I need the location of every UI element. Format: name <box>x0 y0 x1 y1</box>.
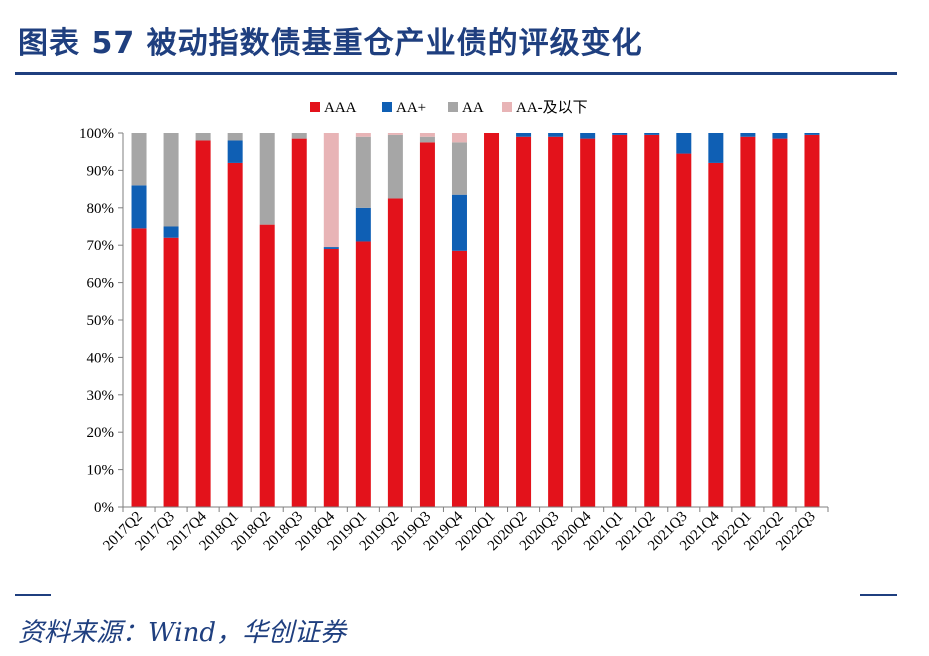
y-tick-label: 70% <box>87 238 115 254</box>
bar-segment-aaa-2020q1 <box>484 133 500 507</box>
bar-segment-aaa-2018q1 <box>227 162 243 508</box>
bar-segment-aaa-2018q2 <box>259 224 275 507</box>
bar-segment-aa-2022q3 <box>804 133 820 135</box>
bar-segment-aa-2017q3 <box>163 133 179 227</box>
legend-swatch <box>448 102 458 112</box>
bar-segment-aaa-2019q1 <box>355 241 371 507</box>
bar-segment-aaa-2018q3 <box>291 138 307 508</box>
bar-segment-aa-2019q2 <box>387 133 403 135</box>
bar-segment-aa-2019q4 <box>451 142 467 195</box>
bar-segment-aa-2022q1 <box>740 133 756 137</box>
bar-segment-aa-2018q1 <box>227 140 243 163</box>
bar-segment-aa-2019q3 <box>419 133 435 137</box>
legend-label: AA <box>462 100 484 116</box>
bar-segment-aa-2019q4 <box>451 133 467 143</box>
bar-segment-aaa-2022q1 <box>740 136 756 508</box>
figure-title: 图表 57 被动指数债基重仓产业债的评级变化 <box>18 26 643 61</box>
bar-segment-aa-2017q3 <box>163 226 179 238</box>
y-tick-label: 40% <box>87 350 115 366</box>
legend-swatch <box>382 102 392 112</box>
bar-segment-aaa-2021q3 <box>676 153 692 507</box>
bar-segment-aaa-2022q3 <box>804 134 820 507</box>
y-tick-label: 30% <box>87 388 115 404</box>
bar-segment-aaa-2022q2 <box>772 138 788 508</box>
legend-swatch <box>502 102 512 112</box>
legend-label: AA+ <box>396 100 426 116</box>
bar-segment-aa-2021q1 <box>612 133 628 135</box>
y-tick-label: 90% <box>87 163 115 179</box>
bar-segment-aa-2019q2 <box>387 134 403 199</box>
y-tick-label: 80% <box>87 201 115 217</box>
bar-segment-aaa-2019q2 <box>387 198 403 507</box>
bar-segment-aaa-2020q4 <box>580 138 596 508</box>
y-tick-label: 0% <box>94 500 114 516</box>
legend-label: AAA <box>324 100 357 116</box>
bar-segment-aaa-2019q3 <box>419 142 435 507</box>
bar-segment-aaa-2017q4 <box>195 140 211 508</box>
top-rule <box>15 72 897 75</box>
bar-segment-aa-2021q2 <box>644 133 660 135</box>
bar-segment-aaa-2018q4 <box>323 248 339 507</box>
bar-segment-aa-2021q3 <box>676 133 692 154</box>
bar-segment-aa-2018q3 <box>291 133 307 139</box>
bar-segment-aa-2020q4 <box>580 133 596 139</box>
x-axis: 2017Q22017Q32017Q42018Q12018Q22018Q32018… <box>100 506 829 554</box>
bar-segment-aa-2017q2 <box>131 133 147 186</box>
y-axis: 0% 10% 20% 30% 40% 50% 60% 70% 80% 90% 100% <box>79 126 124 516</box>
bar-segment-aaa-2017q2 <box>131 228 147 507</box>
bar-segment-aa-2019q1 <box>355 207 371 242</box>
y-tick-label: 10% <box>87 463 115 479</box>
bottom-rule-left <box>15 594 51 596</box>
bar-segment-aa-2020q2 <box>516 133 532 137</box>
bar-segment-aa-2018q4 <box>323 247 339 249</box>
bar-segment-aa-2021q4 <box>708 133 724 163</box>
bar-segment-aa-2018q2 <box>259 133 275 225</box>
bar-segment-aa-2019q1 <box>355 136 371 208</box>
bar-segment-aaa-2021q1 <box>612 134 628 507</box>
bar-segment-aa-2018q4 <box>323 133 339 248</box>
bar-segment-aa-2017q2 <box>131 185 147 229</box>
bar-segment-aaa-2021q4 <box>708 162 724 508</box>
y-tick-label: 100% <box>79 126 114 142</box>
y-tick-label: 60% <box>87 276 115 292</box>
bar-segment-aaa-2019q4 <box>451 250 467 507</box>
bar-segment-aa-2019q3 <box>419 136 435 143</box>
chart-legend: AAA AA+ AA AA-及以下 <box>310 100 588 116</box>
legend-label: AA-及以下 <box>516 100 588 116</box>
legend-swatch <box>310 102 320 112</box>
stacked-bar-chart: AAA AA+ AA AA-及以下 0% 10% 20% 30% 40% 50% 60% 70% 80… <box>79 100 829 554</box>
bar-segment-aa-2018q1 <box>227 133 243 141</box>
bar-segment-aaa-2020q3 <box>548 136 564 508</box>
bar-segment-aa-2019q4 <box>451 194 467 251</box>
y-tick-label: 50% <box>87 313 115 329</box>
y-tick-label: 20% <box>87 425 115 441</box>
bar-segment-aaa-2020q2 <box>516 136 532 508</box>
bar-segment-aa-2020q3 <box>548 133 564 137</box>
bars <box>131 133 820 508</box>
bar-segment-aaa-2017q3 <box>163 237 179 507</box>
bar-segment-aaa-2021q2 <box>644 134 660 507</box>
bar-segment-aa-2017q4 <box>195 133 211 141</box>
source-note: 资料来源：Wind，华创证券 <box>18 618 346 648</box>
bar-segment-aa-2022q2 <box>772 133 788 139</box>
bar-segment-aa-2019q1 <box>355 133 371 137</box>
bottom-rule-right <box>860 594 897 596</box>
